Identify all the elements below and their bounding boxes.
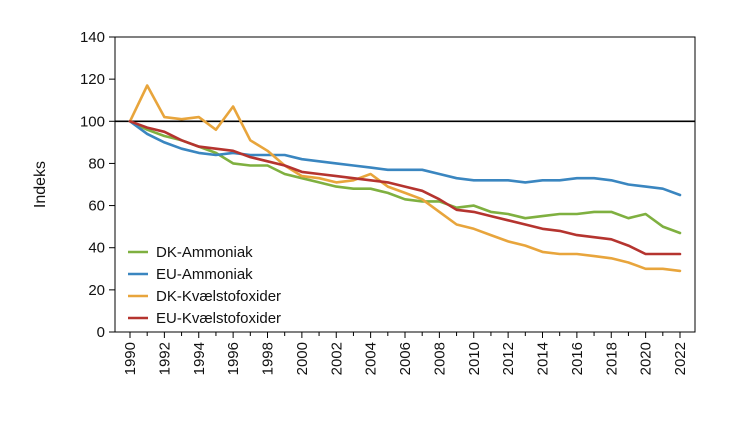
legend: DK-Ammoniak EU-Ammoniak DK-Kvælstofoxider E… [128, 244, 281, 327]
x-tick-label: 2022 [672, 342, 689, 375]
series-line-1 [128, 120, 682, 197]
x-tick-label: 2002 [328, 342, 345, 375]
legend-label: EU-Ammoniak [156, 266, 253, 283]
y-axis: 0 20 40 60 80 100 120 140 [80, 29, 115, 341]
series-line-0 [128, 120, 682, 235]
y-tick-label: 40 [88, 240, 105, 257]
y-tick-label: 60 [88, 198, 105, 215]
series-lines [128, 84, 682, 273]
x-tick-label: 1992 [156, 342, 173, 375]
y-tick-label: 120 [80, 71, 105, 88]
series-line-3 [128, 120, 682, 256]
x-tick-label: 2000 [294, 342, 311, 375]
x-tick-label: 2012 [500, 342, 517, 375]
y-tick-label: 0 [97, 324, 105, 341]
y-tick-label: 140 [80, 29, 105, 46]
x-tick-label: 2010 [466, 342, 483, 375]
legend-label: DK-Ammoniak [156, 244, 253, 261]
x-tick-label: 1998 [260, 342, 277, 375]
y-tick-label: 100 [80, 113, 105, 130]
x-tick-label: 2018 [603, 342, 620, 375]
x-axis: 1990 1992 1994 1996 1998 2000 2002 2004 2006 2008… [122, 332, 689, 375]
x-tick-label: 2006 [397, 342, 414, 375]
x-tick-label: 2020 [638, 342, 655, 375]
x-tick-label: 2004 [363, 342, 380, 375]
x-tick-label: 2008 [431, 342, 448, 375]
y-axis-title: Indeks [32, 161, 49, 208]
x-tick-label: 2016 [569, 342, 586, 375]
y-tick-label: 80 [88, 155, 105, 172]
x-tick-label: 1994 [191, 342, 208, 375]
legend-label: DK-Kvælstofoxider [156, 288, 281, 305]
legend-label: EU-Kvælstofoxider [156, 310, 281, 327]
y-tick-label: 20 [88, 282, 105, 299]
x-tick-label: 1996 [225, 342, 242, 375]
x-tick-label: 2014 [535, 342, 552, 375]
x-tick-label: 1990 [122, 342, 139, 375]
series-line-2 [128, 84, 682, 273]
